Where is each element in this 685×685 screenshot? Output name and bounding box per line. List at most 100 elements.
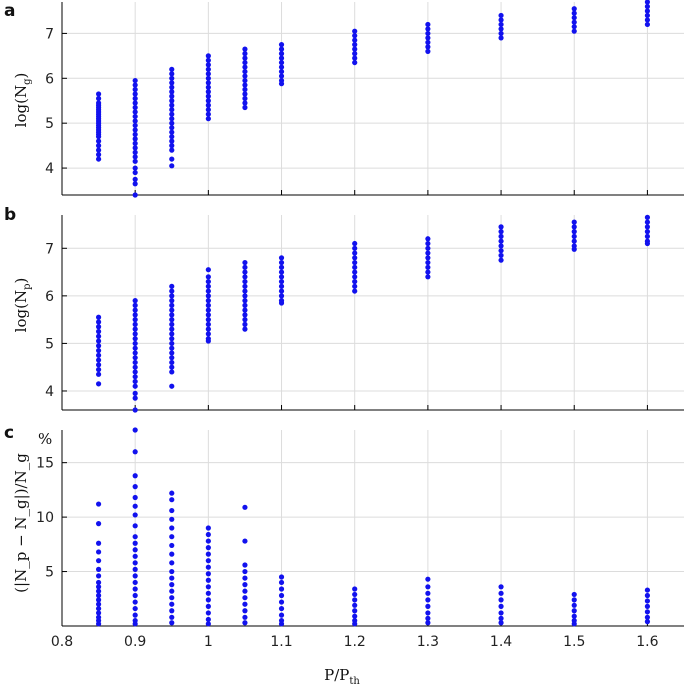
panel-c-point-0-13 — [95, 605, 102, 612]
panel-c-point-3-8 — [205, 577, 211, 583]
panel-c-point-3-12 — [205, 603, 211, 610]
panel-c-ytick-label-2: 15 — [36, 456, 54, 472]
panel-c-point-8-5 — [498, 615, 504, 621]
panel-c-point-3-7 — [205, 571, 211, 577]
panel-b-point-2-0 — [169, 283, 175, 289]
panel-c-point-3-10 — [205, 590, 211, 596]
panel-b-point-3-0 — [205, 267, 211, 273]
panel-a-point-7-0 — [425, 21, 431, 28]
panel-a-point-5-0 — [278, 42, 285, 48]
panel-a-point-9-0 — [571, 6, 577, 12]
panel-a-point-0-0 — [95, 91, 102, 97]
panel-a-point-1-4 — [132, 95, 138, 102]
panel-a-point-9-3 — [571, 19, 577, 25]
panel-a-point-5-7 — [278, 73, 285, 79]
panel-a-point-1-12 — [132, 131, 138, 138]
panel-b-point-6-10 — [352, 288, 358, 294]
panel-c-points — [95, 427, 651, 627]
panel-a-point-1-8 — [132, 113, 138, 120]
panel-a-point-4-10 — [242, 91, 248, 97]
panel-b-point-8-2 — [498, 233, 504, 240]
panel-c-point-10-2 — [644, 598, 651, 604]
panel-a-point-2-8 — [169, 102, 175, 108]
panel-b-point-4-0 — [242, 259, 248, 266]
panel-a-point-4-13 — [242, 104, 248, 111]
panel-a-ytick-label-0: 4 — [45, 161, 54, 177]
panel-c-point-0-0 — [95, 501, 102, 507]
panel-b-point-1-17 — [132, 378, 138, 385]
panel-a-point-3-7 — [205, 84, 211, 90]
panel-c-point-1-13 — [132, 566, 138, 572]
panel-a-point-2-20 — [169, 163, 175, 169]
panel-b-point-3-10 — [205, 317, 211, 323]
panel-a-point-2-0 — [169, 66, 175, 72]
panel-b-ytick-label-1: 5 — [45, 336, 54, 352]
panel-c-point-10-6 — [644, 619, 651, 625]
panel-b-point-7-6 — [425, 264, 431, 270]
panel-a-point-0-22 — [95, 156, 102, 162]
panel-c-point-6-1 — [352, 591, 358, 598]
panel-c-point-8-4 — [498, 610, 504, 616]
panel-c-point-6-3 — [352, 602, 358, 608]
panel-b-point-7-2 — [425, 245, 431, 251]
panel-b-point-3-2 — [205, 278, 211, 285]
panel-b-point-4-6 — [242, 288, 248, 294]
panel-b-point-2-15 — [169, 355, 175, 361]
panel-c-point-6-0 — [352, 586, 358, 592]
panel-c-point-0-10 — [95, 592, 102, 599]
panel-b-point-6-0 — [352, 240, 358, 247]
panel-a-point-6-2 — [352, 37, 358, 43]
panel-a-point-2-4 — [169, 84, 175, 90]
panel-b-point-1-18 — [132, 383, 138, 389]
panel-c-point-5-4 — [278, 599, 285, 605]
panel-c-point-0-7 — [95, 579, 102, 586]
panel-b-point-7-1 — [425, 240, 431, 247]
panel-c-point-4-6 — [242, 588, 248, 594]
panel-c-point-4-4 — [242, 575, 248, 581]
panel-b-point-0-6 — [95, 343, 102, 349]
panel-c-point-1-17 — [132, 592, 138, 599]
panel-b-point-1-1 — [132, 302, 138, 308]
panel-b: b log(Np) 4 5 6 7 — [4, 205, 684, 413]
panel-a-point-1-7 — [132, 109, 138, 115]
panel-b-point-3-6 — [205, 298, 211, 304]
panel-c-point-3-13 — [205, 610, 211, 616]
panel-b-point-0-8 — [95, 352, 102, 358]
panel-a-point-4-11 — [242, 95, 248, 102]
panel-c-point-7-4 — [425, 603, 431, 610]
panel-a-point-1-23 — [132, 192, 138, 198]
panel-c-point-0-1 — [95, 521, 102, 527]
panel-b-point-1-3 — [132, 312, 138, 318]
panel-b-ylabel: log(Np) — [12, 278, 33, 333]
panel-b-point-0-10 — [95, 362, 102, 368]
panel-c-point-7-0 — [425, 576, 431, 582]
panel-c-point-5-8 — [278, 621, 285, 627]
panel-c-point-0-6 — [95, 573, 102, 579]
panel-a-point-2-12 — [169, 120, 175, 126]
panel-b-point-3-9 — [205, 312, 211, 318]
panel-a-point-4-1 — [242, 51, 248, 57]
panel-a-point-7-1 — [425, 26, 431, 32]
panel-b-point-4-1 — [242, 264, 248, 270]
panel-a-point-2-13 — [169, 125, 175, 131]
panel-a-point-7-4 — [425, 39, 431, 45]
panel-b-point-1-10 — [132, 345, 138, 351]
panel-a-point-0-17 — [95, 134, 102, 140]
panel-c-point-10-0 — [644, 587, 651, 593]
panel-c-point-4-0 — [242, 504, 248, 510]
panel-a-point-10-3 — [644, 12, 651, 19]
panel-a-point-6-0 — [352, 28, 358, 34]
panel-b-point-6-2 — [352, 250, 358, 256]
panel-c-xtick-label-8: 1.6 — [636, 634, 658, 650]
panel-a-point-1-1 — [132, 82, 138, 88]
panel-a-point-1-22 — [132, 181, 138, 187]
panel-a-ytick-label-1: 5 — [45, 116, 54, 132]
panel-b-point-2-13 — [169, 345, 175, 351]
panel-c-xtick-label-2: 1 — [204, 634, 213, 650]
panel-c-point-1-15 — [132, 579, 138, 586]
panel-c-point-8-3 — [498, 603, 504, 610]
panel-c-point-3-4 — [205, 551, 211, 557]
panel-c-point-3-3 — [205, 545, 211, 551]
panel-b-point-10-2 — [644, 224, 651, 230]
panel-c-point-3-0 — [205, 525, 211, 531]
